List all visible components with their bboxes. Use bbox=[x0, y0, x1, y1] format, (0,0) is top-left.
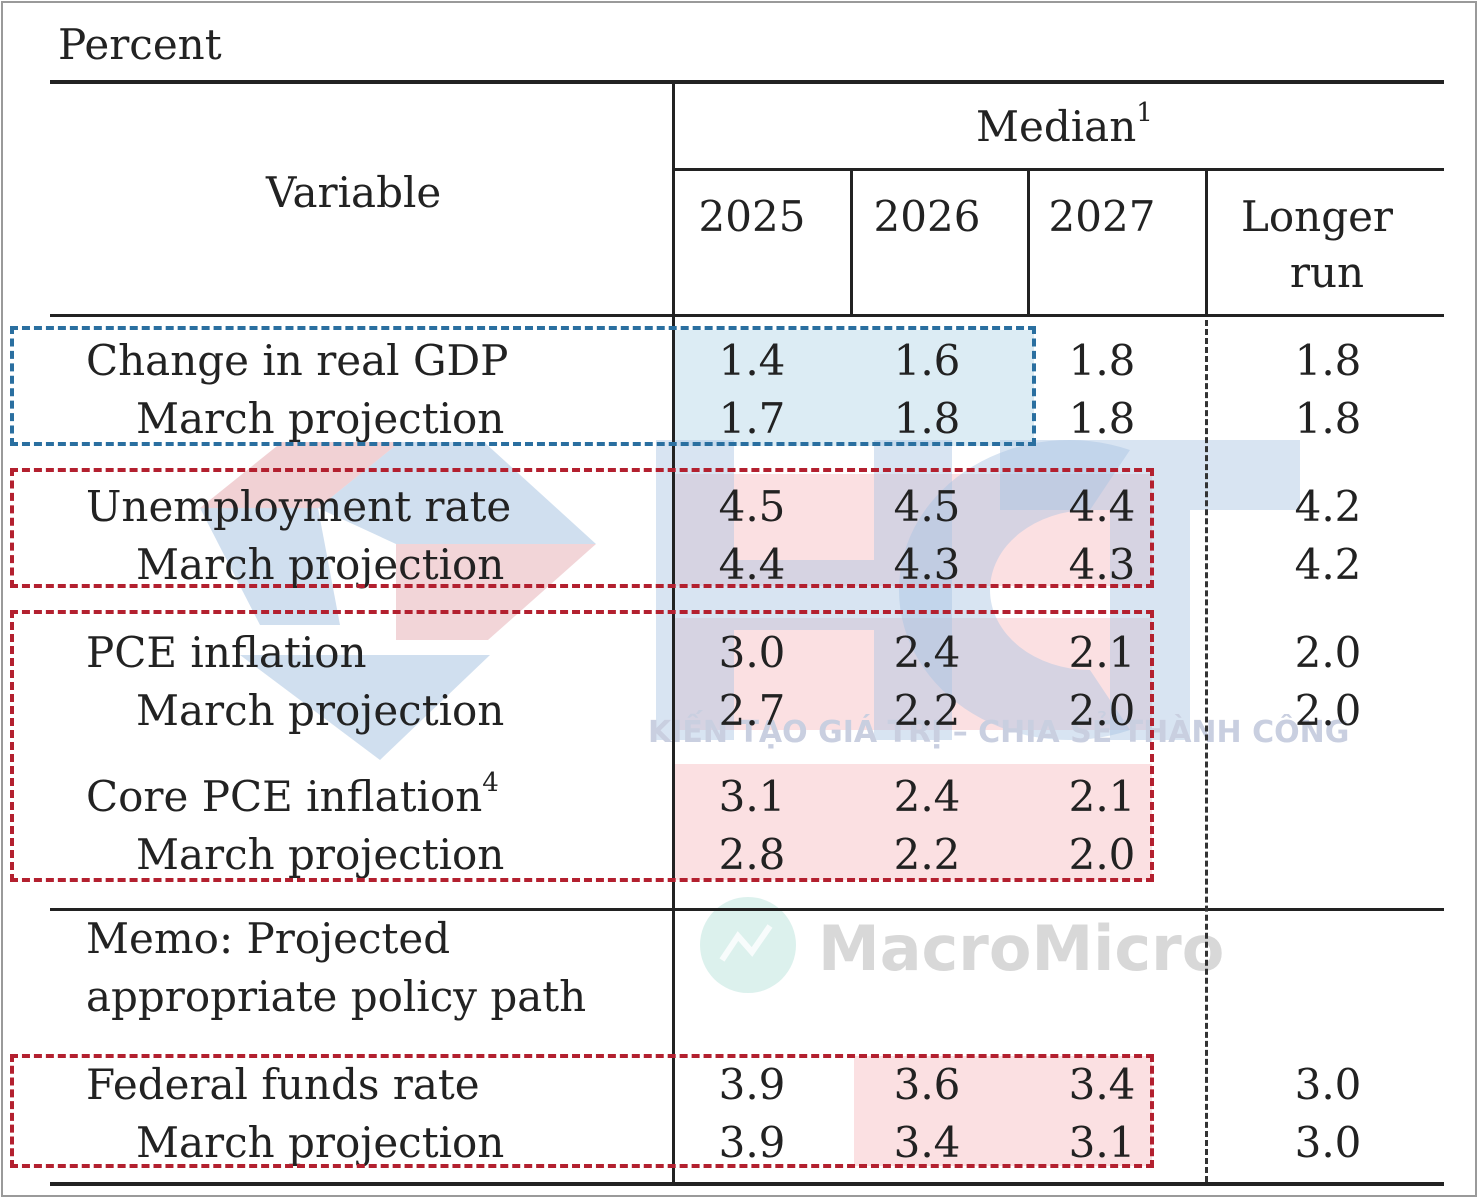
year-header-2026: 2026 bbox=[873, 192, 981, 241]
gdp-march-2027: 1.8 bbox=[1068, 394, 1136, 443]
memo-line-1: Memo: Projected bbox=[86, 914, 451, 963]
pce-longer-run: 2.0 bbox=[1294, 628, 1362, 677]
core-2025: 3.1 bbox=[718, 772, 786, 821]
ffr-2025: 3.9 bbox=[718, 1060, 786, 1109]
gdp-annotation-box bbox=[10, 326, 1036, 446]
unemp-2027: 4.4 bbox=[1068, 482, 1136, 531]
median-rule bbox=[674, 168, 1444, 171]
pce-2025: 3.0 bbox=[718, 628, 786, 677]
ffr-march-2025: 3.9 bbox=[718, 1118, 786, 1167]
memo-rule bbox=[50, 908, 1444, 911]
core-pce-label: Core PCE inflation bbox=[86, 772, 483, 821]
pce-2027: 2.1 bbox=[1068, 628, 1136, 677]
ffr-longer-run: 3.0 bbox=[1294, 1060, 1362, 1109]
pce-2026: 2.4 bbox=[893, 628, 961, 677]
row-label-unemployment: Unemployment rate bbox=[86, 482, 512, 531]
year-header-2025: 2025 bbox=[698, 192, 806, 241]
bottom-rule bbox=[50, 1182, 1444, 1186]
variable-column-divider bbox=[672, 84, 675, 1184]
unemp-longer-run: 4.2 bbox=[1294, 482, 1362, 531]
ffr-highlight bbox=[854, 1056, 1152, 1166]
unemp-march-2026: 4.3 bbox=[893, 540, 961, 589]
pce-march-2026: 2.2 bbox=[893, 686, 961, 735]
row-label-unemployment-march: March projection bbox=[136, 540, 505, 589]
core-2027: 2.1 bbox=[1068, 772, 1136, 821]
row-label-ffr: Federal funds rate bbox=[86, 1060, 480, 1109]
row-label-core-pce-march: March projection bbox=[136, 830, 505, 879]
gdp-2027: 1.8 bbox=[1068, 336, 1136, 385]
unemp-march-longer-run: 4.2 bbox=[1294, 540, 1362, 589]
unemp-2025: 4.5 bbox=[718, 482, 786, 531]
core-march-2027: 2.0 bbox=[1068, 830, 1136, 879]
row-label-ffr-march: March projection bbox=[136, 1118, 505, 1167]
median-footnote-mark: 1 bbox=[1136, 98, 1153, 128]
row-label-gdp: Change in real GDP bbox=[86, 336, 509, 385]
core-2026: 2.4 bbox=[893, 772, 961, 821]
ffr-march-longer-run: 3.0 bbox=[1294, 1118, 1362, 1167]
median-header: Median1 bbox=[976, 100, 1153, 148]
year-divider-1 bbox=[850, 170, 853, 316]
longer-run-dashed-divider bbox=[1205, 320, 1208, 1182]
longer-run-header-line2: run bbox=[1289, 248, 1365, 297]
row-label-gdp-march: March projection bbox=[136, 394, 505, 443]
memo-line-2: appropriate policy path bbox=[86, 972, 587, 1021]
pce-march-longer-run: 2.0 bbox=[1294, 686, 1362, 735]
ffr-march-2026: 3.4 bbox=[893, 1118, 961, 1167]
ffr-2027: 3.4 bbox=[1068, 1060, 1136, 1109]
longer-run-divider bbox=[1205, 170, 1208, 316]
inflation-annotation-box bbox=[10, 610, 1154, 882]
unit-label: Percent bbox=[58, 20, 222, 69]
pce-march-2025: 2.7 bbox=[718, 686, 786, 735]
variable-header: Variable bbox=[266, 168, 442, 217]
pce-highlight bbox=[674, 618, 1152, 730]
row-label-pce: PCE inflation bbox=[86, 628, 367, 677]
median-label: Median bbox=[976, 102, 1137, 151]
unemp-2026: 4.5 bbox=[893, 482, 961, 531]
pce-march-2027: 2.0 bbox=[1068, 686, 1136, 735]
unemployment-annotation-box bbox=[10, 468, 1154, 588]
gdp-longer-run: 1.8 bbox=[1294, 336, 1362, 385]
ffr-2026: 3.6 bbox=[893, 1060, 961, 1109]
top-rule bbox=[50, 80, 1444, 84]
row-label-pce-march: March projection bbox=[136, 686, 505, 735]
gdp-2025: 1.4 bbox=[718, 336, 786, 385]
longer-run-header-line1: Longer bbox=[1240, 192, 1394, 241]
gdp-highlight bbox=[674, 330, 1034, 446]
unemp-march-2025: 4.4 bbox=[718, 540, 786, 589]
gdp-march-2026: 1.8 bbox=[893, 394, 961, 443]
header-bottom-rule bbox=[50, 314, 1444, 317]
gdp-2026: 1.6 bbox=[893, 336, 961, 385]
gdp-march-longer-run: 1.8 bbox=[1294, 394, 1362, 443]
core-pce-highlight bbox=[674, 764, 1152, 880]
unemp-march-2027: 4.3 bbox=[1068, 540, 1136, 589]
year-header-2027: 2027 bbox=[1048, 192, 1156, 241]
unemployment-highlight bbox=[674, 474, 1152, 586]
core-march-2025: 2.8 bbox=[718, 830, 786, 879]
row-label-core-pce: Core PCE inflation4 bbox=[86, 770, 499, 818]
ffr-annotation-box bbox=[10, 1054, 1154, 1168]
year-divider-2 bbox=[1027, 170, 1030, 316]
ffr-march-2027: 3.1 bbox=[1068, 1118, 1136, 1167]
core-march-2026: 2.2 bbox=[893, 830, 961, 879]
core-pce-footnote-mark: 4 bbox=[482, 768, 499, 798]
gdp-march-2025: 1.7 bbox=[718, 394, 786, 443]
